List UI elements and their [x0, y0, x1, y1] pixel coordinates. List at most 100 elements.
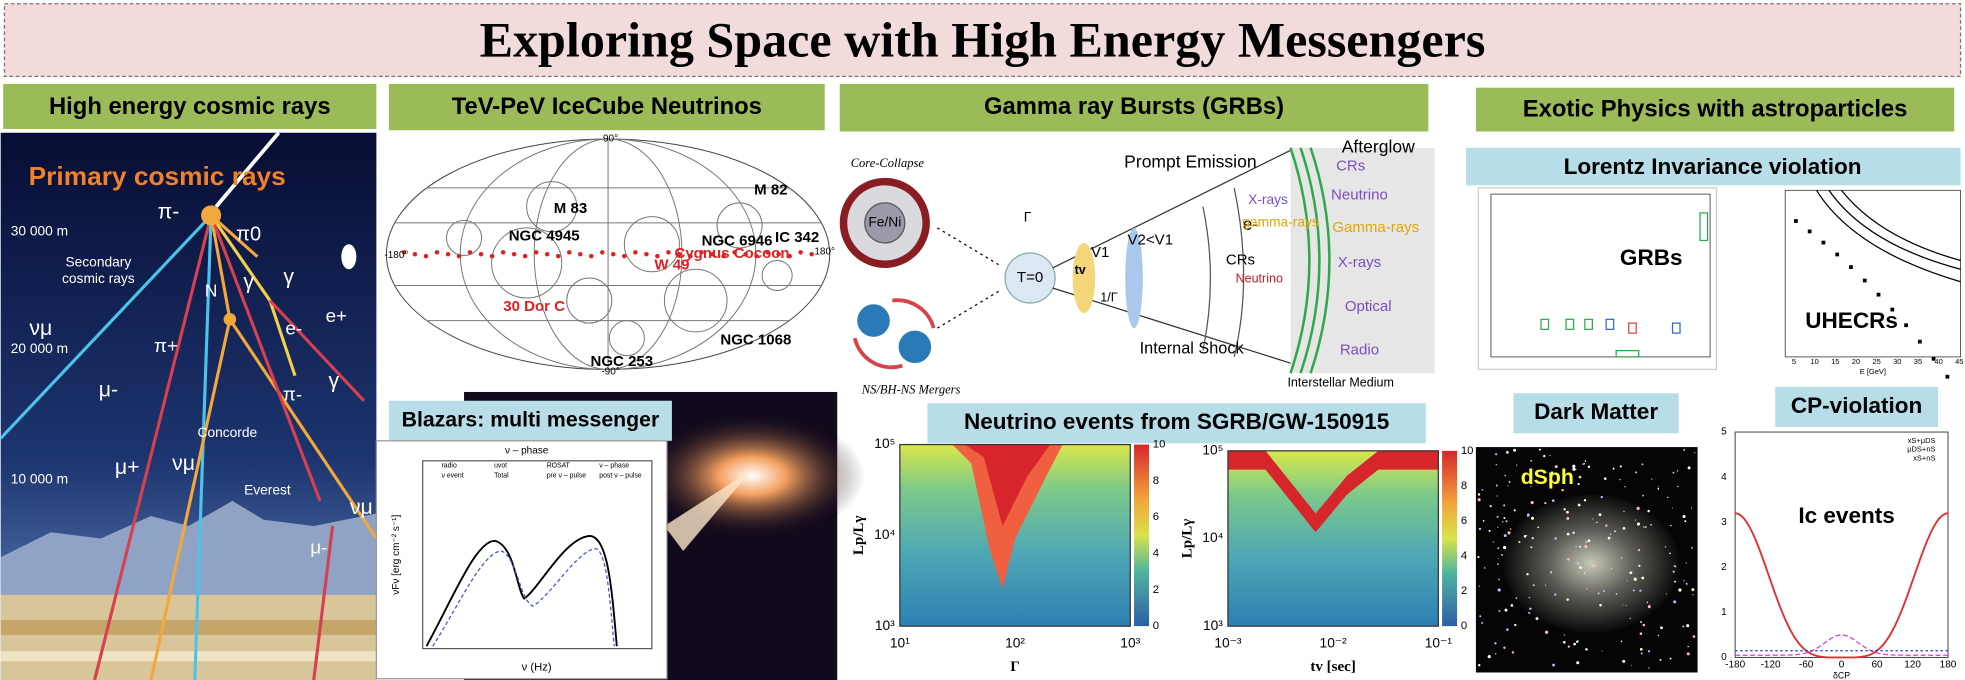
- source-dot: [688, 253, 693, 259]
- star: [1577, 483, 1580, 486]
- star: [1592, 564, 1596, 568]
- star: [1572, 531, 1575, 534]
- tick-label: 30: [1893, 357, 1901, 366]
- star: [1633, 577, 1637, 581]
- star: [1692, 594, 1694, 596]
- altitude-label: 10 000 m: [11, 471, 68, 486]
- source-dot: [412, 251, 418, 257]
- diagram-label: Fe/Ni: [868, 215, 901, 230]
- star: [1501, 553, 1504, 556]
- star: [1477, 498, 1481, 502]
- legend-entry: ν event: [442, 473, 464, 480]
- star: [1523, 535, 1527, 538]
- tick-label: 180: [1940, 660, 1957, 671]
- star: [1644, 526, 1647, 528]
- star: [1642, 494, 1645, 497]
- star: [1530, 459, 1533, 462]
- star: [1673, 600, 1677, 604]
- tick-label: 10⁴: [1202, 530, 1223, 545]
- heatmap-region: [952, 444, 1063, 589]
- star: [1596, 521, 1598, 524]
- colorbar-label: 4: [1153, 548, 1159, 560]
- source-dot: [754, 253, 759, 259]
- star: [1592, 518, 1594, 520]
- star: [1535, 617, 1539, 621]
- star: [1538, 448, 1541, 451]
- star: [1566, 517, 1570, 520]
- tick-label: 10³: [875, 618, 895, 633]
- star: [1497, 547, 1500, 550]
- star: [1498, 578, 1500, 581]
- diagram-label: Γ: [1024, 210, 1032, 225]
- section-header: Gamma ray Bursts (GRBs): [984, 93, 1284, 120]
- source-dot: [401, 250, 407, 255]
- star: [1672, 507, 1674, 509]
- star: [1506, 628, 1509, 631]
- star: [1507, 531, 1511, 535]
- source-label: 30 Dor C: [503, 298, 565, 315]
- diagram-label: Optical: [1345, 298, 1392, 315]
- legend-entry: xS+nS: [1913, 453, 1935, 462]
- star: [1572, 464, 1576, 468]
- star: [1685, 562, 1687, 564]
- plot-frame: [1784, 189, 1961, 358]
- source-dot: [633, 250, 638, 255]
- star: [1674, 565, 1677, 568]
- header-box: [3, 83, 377, 129]
- plot-label: GRBs: [1620, 245, 1683, 270]
- star: [1687, 645, 1689, 648]
- star: [1530, 501, 1534, 505]
- tick-label: 10: [1810, 357, 1818, 366]
- star: [1531, 537, 1534, 540]
- source-dot: [555, 253, 561, 259]
- star: [1647, 605, 1651, 609]
- star: [1544, 630, 1549, 634]
- axis-label: E [GeV]: [1860, 367, 1886, 376]
- star: [1620, 557, 1623, 559]
- axis-label: Γ: [1010, 659, 1020, 675]
- diagram-label: Neutrino: [1331, 186, 1388, 203]
- particle-label: Concorde: [198, 425, 258, 440]
- colorbar-label: 0: [1153, 620, 1159, 632]
- jet-beam: [664, 469, 753, 552]
- star: [1605, 524, 1608, 527]
- star: [1600, 495, 1603, 499]
- star: [1672, 570, 1675, 573]
- tick-label: 40: [1934, 357, 1942, 366]
- star: [1530, 516, 1535, 520]
- heatmap-region: [964, 444, 1051, 526]
- star: [1612, 467, 1615, 470]
- star: [1674, 580, 1677, 583]
- heatmap: [1227, 450, 1439, 627]
- star: [1563, 634, 1565, 636]
- star: [1577, 503, 1581, 507]
- subsection-header: Neutrino events from SGRB/GW-150915: [964, 409, 1389, 434]
- subsection-header: Lorentz Invariance violation: [1564, 154, 1862, 179]
- legend-entry: post ν – pulse: [599, 473, 642, 480]
- altitude-label: 30 000 m: [11, 223, 68, 238]
- star-core: [864, 202, 906, 244]
- star: [1554, 537, 1557, 540]
- source-dot: [611, 251, 616, 257]
- tick-label: -120: [1761, 660, 1781, 671]
- star: [1482, 520, 1485, 522]
- collision-star: [223, 313, 237, 326]
- tick-label: 120: [1904, 660, 1921, 671]
- header-box: [839, 83, 1429, 132]
- source-label: NGC 4945: [509, 228, 580, 245]
- star: [1660, 626, 1663, 630]
- tick-label: 10⁻¹: [1425, 635, 1453, 650]
- star: [1514, 623, 1517, 627]
- star: [1614, 530, 1616, 533]
- source-dot: [787, 253, 792, 259]
- star: [1622, 526, 1626, 530]
- star: [1552, 663, 1555, 667]
- star: [1492, 541, 1494, 543]
- source-dot: [743, 251, 748, 257]
- header-box: [1775, 386, 1939, 428]
- star: [1682, 625, 1685, 628]
- particle-label: μ-: [310, 536, 327, 557]
- star: [1584, 572, 1586, 574]
- legend-entry: pre ν – pulse: [547, 473, 587, 480]
- star: [1634, 519, 1636, 521]
